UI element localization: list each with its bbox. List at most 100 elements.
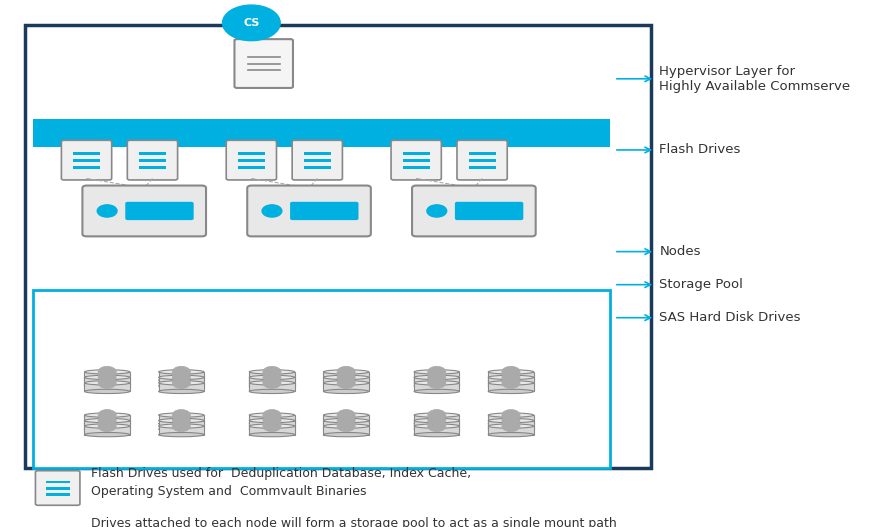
- Circle shape: [263, 409, 281, 421]
- Bar: [158, 426, 204, 435]
- Circle shape: [336, 421, 355, 432]
- Circle shape: [428, 415, 445, 426]
- Ellipse shape: [84, 427, 130, 431]
- Bar: [158, 383, 204, 392]
- Bar: [323, 372, 369, 380]
- Ellipse shape: [323, 433, 369, 437]
- Bar: [84, 415, 130, 424]
- Bar: [84, 383, 130, 392]
- Ellipse shape: [323, 427, 369, 431]
- Circle shape: [262, 205, 282, 217]
- Circle shape: [336, 377, 355, 388]
- Bar: [249, 372, 294, 380]
- Ellipse shape: [323, 370, 369, 374]
- Circle shape: [427, 205, 446, 217]
- Bar: [249, 415, 294, 424]
- Bar: [73, 152, 100, 154]
- Circle shape: [98, 372, 116, 383]
- Bar: [303, 152, 330, 154]
- Bar: [158, 421, 204, 429]
- Circle shape: [428, 377, 445, 388]
- Ellipse shape: [84, 389, 130, 394]
- Ellipse shape: [249, 378, 294, 383]
- Circle shape: [263, 415, 281, 426]
- Ellipse shape: [84, 378, 130, 383]
- Text: Drives attached to each node will form a storage pool to act as a single mount p: Drives attached to each node will form a…: [90, 517, 615, 527]
- Ellipse shape: [84, 375, 130, 379]
- Ellipse shape: [249, 433, 294, 437]
- Ellipse shape: [488, 413, 533, 417]
- Bar: [84, 426, 130, 435]
- Ellipse shape: [488, 427, 533, 431]
- Bar: [468, 159, 495, 162]
- Circle shape: [501, 377, 520, 388]
- Ellipse shape: [488, 370, 533, 374]
- FancyBboxPatch shape: [234, 39, 292, 88]
- FancyBboxPatch shape: [25, 25, 651, 467]
- Ellipse shape: [414, 389, 459, 394]
- Circle shape: [263, 366, 281, 377]
- Bar: [46, 487, 69, 490]
- Circle shape: [172, 421, 191, 432]
- Ellipse shape: [323, 422, 369, 426]
- Circle shape: [336, 366, 355, 377]
- Ellipse shape: [488, 378, 533, 383]
- Bar: [46, 493, 69, 496]
- Circle shape: [501, 409, 520, 421]
- Ellipse shape: [414, 380, 459, 385]
- Bar: [323, 421, 369, 429]
- Circle shape: [172, 415, 191, 426]
- Bar: [237, 167, 264, 169]
- Text: Hypervisor Layer for
Highly Available Commserve: Hypervisor Layer for Highly Available Co…: [658, 65, 849, 93]
- Ellipse shape: [323, 389, 369, 394]
- Text: Nodes: Nodes: [658, 245, 700, 258]
- Ellipse shape: [84, 384, 130, 388]
- Ellipse shape: [84, 433, 130, 437]
- Ellipse shape: [84, 424, 130, 428]
- Circle shape: [428, 421, 445, 432]
- Ellipse shape: [323, 375, 369, 379]
- Ellipse shape: [249, 389, 294, 394]
- Bar: [237, 152, 264, 154]
- Bar: [237, 159, 264, 162]
- Bar: [468, 152, 495, 154]
- Ellipse shape: [323, 378, 369, 383]
- Text: Flash Drives used for  Deduplication Database, Index Cache,
Operating System and: Flash Drives used for Deduplication Data…: [90, 467, 471, 499]
- Ellipse shape: [158, 413, 204, 417]
- Bar: [323, 426, 369, 435]
- Circle shape: [428, 372, 445, 383]
- Circle shape: [172, 366, 191, 377]
- Ellipse shape: [414, 378, 459, 383]
- Circle shape: [263, 421, 281, 432]
- Ellipse shape: [414, 384, 459, 388]
- Circle shape: [98, 409, 116, 421]
- Bar: [46, 481, 69, 483]
- Ellipse shape: [488, 375, 533, 379]
- Bar: [414, 421, 459, 429]
- Bar: [84, 377, 130, 386]
- Bar: [488, 426, 533, 435]
- Bar: [249, 426, 294, 435]
- FancyBboxPatch shape: [226, 140, 277, 180]
- Text: Flash Drives: Flash Drives: [658, 143, 740, 157]
- Ellipse shape: [414, 370, 459, 374]
- Ellipse shape: [249, 418, 294, 423]
- Ellipse shape: [488, 380, 533, 385]
- Circle shape: [501, 421, 520, 432]
- Ellipse shape: [249, 370, 294, 374]
- Bar: [158, 372, 204, 380]
- Bar: [303, 159, 330, 162]
- Ellipse shape: [414, 418, 459, 423]
- Circle shape: [98, 366, 116, 377]
- Circle shape: [501, 372, 520, 383]
- Text: Storage Pool: Storage Pool: [658, 278, 742, 291]
- Ellipse shape: [158, 433, 204, 437]
- Circle shape: [222, 5, 280, 41]
- Circle shape: [428, 366, 445, 377]
- Circle shape: [98, 377, 116, 388]
- Circle shape: [47, 525, 65, 527]
- Ellipse shape: [84, 422, 130, 426]
- Ellipse shape: [323, 418, 369, 423]
- Ellipse shape: [158, 389, 204, 394]
- FancyBboxPatch shape: [61, 140, 112, 180]
